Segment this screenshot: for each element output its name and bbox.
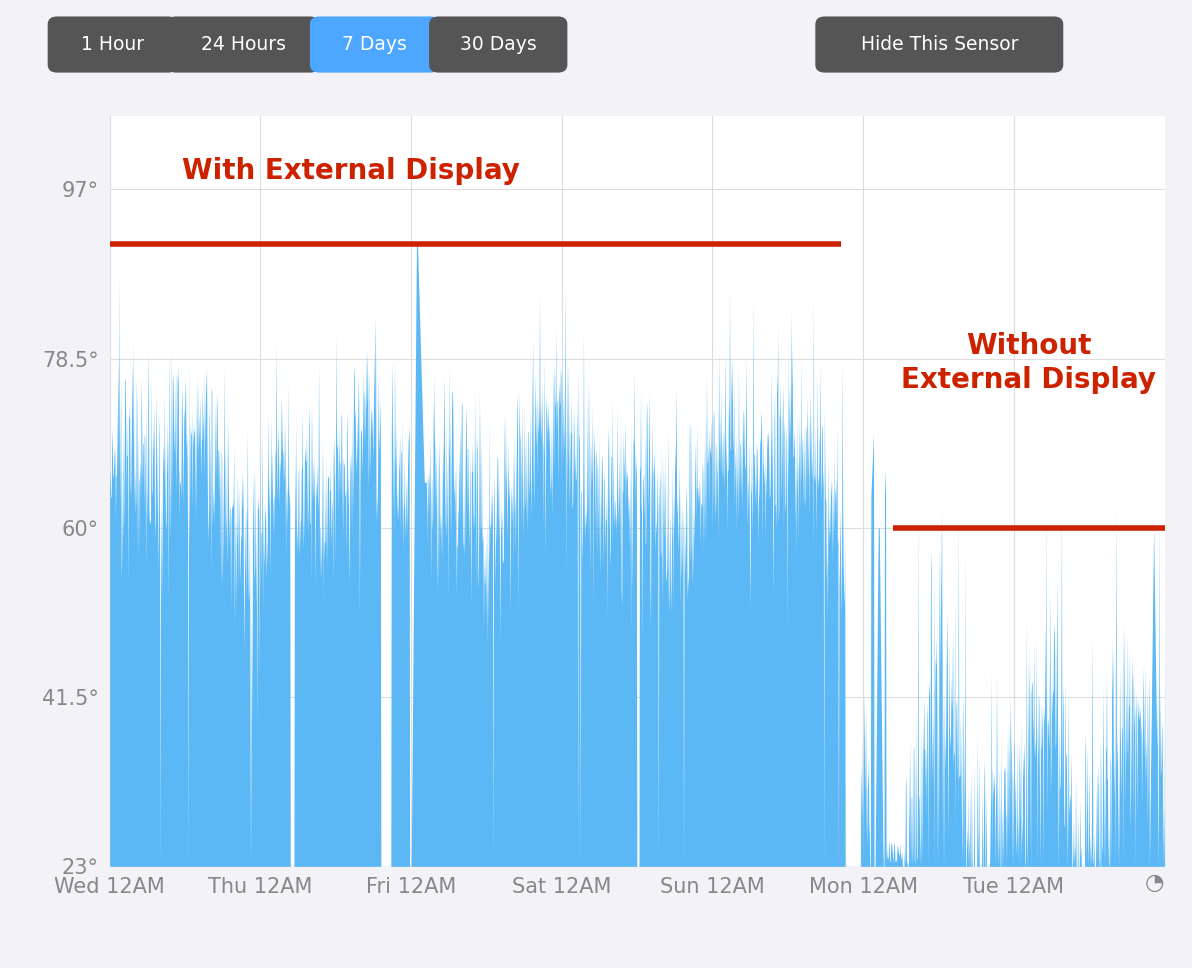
Text: With External Display: With External Display [182,157,520,185]
Text: 24 Hours: 24 Hours [200,35,286,54]
Text: Without
External Display: Without External Display [901,332,1156,394]
Text: ◔: ◔ [1146,873,1165,892]
Text: 7 Days: 7 Days [342,35,408,54]
Text: 30 Days: 30 Days [460,35,536,54]
Text: 1 Hour: 1 Hour [81,35,144,54]
Text: Hide This Sensor: Hide This Sensor [861,35,1018,54]
